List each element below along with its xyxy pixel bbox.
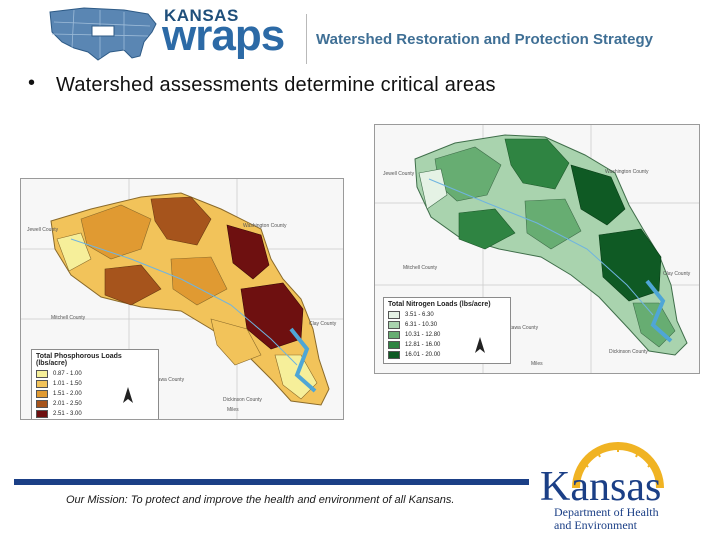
legend-label: 16.01 - 20.00 [405, 351, 441, 358]
legend-label: 2.51 - 3.00 [53, 410, 82, 417]
phosphorus-map-image: Jewell County Washington County Mitchell… [20, 178, 344, 420]
north-arrow-icon [123, 387, 133, 403]
legend-swatch [388, 310, 400, 319]
county-label: Washington County [243, 223, 287, 229]
legend-swatch [36, 369, 48, 378]
legend-swatch [36, 389, 48, 398]
mission-statement: Our Mission: To protect and improve the … [66, 494, 455, 506]
sun-icon [572, 442, 664, 489]
county-label: Mitchell County [403, 265, 438, 271]
kdhe-department-line: Department of Health [554, 505, 659, 519]
nitrogen-legend: Total Nitrogen Loads (lbs/acre) 3.51 - 6… [383, 297, 511, 364]
legend-swatch [36, 399, 48, 408]
legend-label: 1.51 - 2.00 [53, 390, 82, 397]
county-label: Dickinson County [223, 397, 262, 403]
legend-swatch [388, 350, 400, 359]
footer-rule [14, 479, 529, 485]
logo-kansas-text: KANSAS [164, 6, 239, 25]
county-label: Ottawa County [505, 325, 539, 331]
county-label: Dickinson County [609, 349, 648, 355]
us-map-logo [49, 7, 157, 61]
bullet-text: Watershed assessments determine critical… [56, 74, 496, 96]
legend-label: 0.87 - 1.00 [53, 370, 82, 377]
county-label: Jewell County [383, 171, 415, 177]
county-label: Mitchell County [51, 315, 86, 321]
nitrogen-watershed-map [375, 125, 699, 373]
scale-bar-label: Miles [531, 361, 543, 367]
bullet-marker: • [28, 72, 36, 94]
legend-label: 12.81 - 16.00 [405, 341, 441, 348]
legend-label: 3.51 - 6.30 [405, 311, 434, 318]
nitrogen-map-image: Jewell County Washington County Mitchell… [374, 124, 700, 374]
kdhe-environment-line: and Environment [554, 518, 637, 532]
legend-swatch [388, 320, 400, 329]
logo-wraps-text: wraps [162, 11, 285, 60]
legend-swatch [36, 379, 48, 388]
kdhe-wordmark: Kansas [540, 464, 662, 510]
legend-label: 6.31 - 10.30 [405, 321, 438, 328]
north-arrow-icon [475, 337, 485, 353]
county-label: Clay County [309, 321, 337, 327]
legend-label: 2.01 - 2.50 [53, 400, 82, 407]
county-label: Washington County [605, 169, 649, 175]
legend-swatch [388, 340, 400, 349]
legend-swatch [36, 409, 48, 418]
legend-title: Total Nitrogen Loads (lbs/acre) [388, 301, 491, 308]
county-label: Ottawa County [151, 377, 185, 383]
legend-title: Total Phosphorous Loads (lbs/acre) [36, 353, 122, 367]
scale-bar-label: Miles [227, 407, 239, 413]
county-label: Clay County [663, 271, 691, 277]
legend-label: 1.01 - 1.50 [53, 380, 82, 387]
header-tagline: Watershed Restoration and Protection Str… [316, 31, 654, 48]
county-label: Jewell County [27, 227, 59, 233]
kdhe-logo: Kansas Department of Health and Environm… [538, 440, 698, 536]
phosphorus-watershed-map [21, 179, 343, 419]
header-divider [306, 14, 307, 64]
legend-label: 10.31 - 12.80 [405, 331, 441, 338]
legend-swatch [388, 330, 400, 339]
phosphorus-legend: Total Phosphorous Loads (lbs/acre) 0.87 … [31, 349, 159, 419]
